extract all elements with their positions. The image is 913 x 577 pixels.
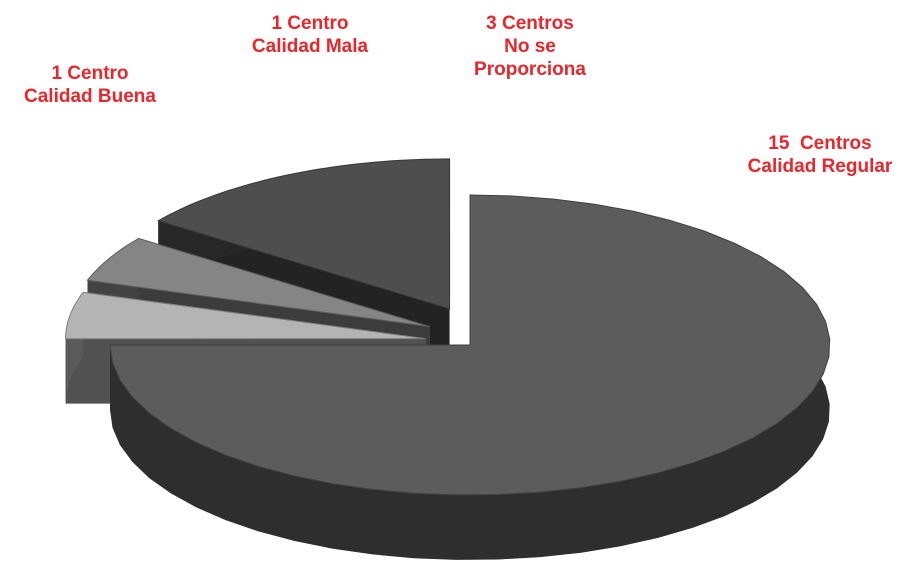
value-label: 1 Centro <box>225 12 395 35</box>
category-label: Calidad Buena <box>5 85 175 108</box>
value-label: 1 Centro <box>5 62 175 85</box>
value-label: 3 Centros <box>470 12 590 35</box>
category-label: Calidad Mala <box>225 35 395 58</box>
category-label: No se Proporciona <box>470 35 590 81</box>
category-label: Calidad Regular <box>725 155 913 178</box>
value-label: 15 Centros <box>725 132 913 155</box>
chart: 15 CentrosCalidad Regular1 CentroCalidad… <box>0 0 913 577</box>
